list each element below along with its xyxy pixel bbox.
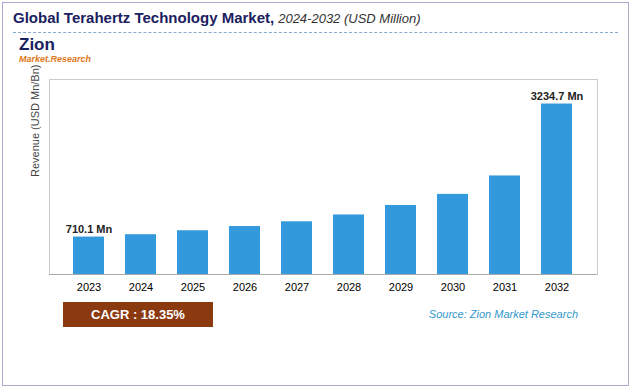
svg-text:2031: 2031 [493, 281, 517, 293]
html-text:Market.Research: Market.Research [19, 53, 91, 64]
svg-text:2024: 2024 [129, 281, 153, 293]
html-text:Global Terahertz Technology Ma: Global Terahertz Technology Market, 2024… [13, 9, 421, 26]
svg-text:2027: 2027 [285, 281, 309, 293]
svg-text:2029: 2029 [389, 281, 413, 293]
svg-text:Revenue (USD Mn/Bn): Revenue (USD Mn/Bn) [29, 65, 41, 177]
svg-text:2030: 2030 [441, 281, 465, 293]
svg-text:2023: 2023 [77, 281, 101, 293]
html-text:Zion: Zion [19, 35, 55, 54]
html-text:CAGR : 18.35%: CAGR : 18.35% [91, 306, 185, 322]
svg-text:2032: 2032 [545, 281, 569, 293]
html-text:Source: Zion Market Research: Source: Zion Market Research [428, 308, 578, 321]
svg-text:2028: 2028 [337, 281, 361, 293]
svg-text:2025: 2025 [181, 281, 205, 293]
svg-text:710.1 Mn: 710.1 Mn [66, 222, 113, 234]
svg-text:3234.7 Mn: 3234.7 Mn [531, 89, 584, 101]
svg-text:2026: 2026 [233, 281, 257, 293]
